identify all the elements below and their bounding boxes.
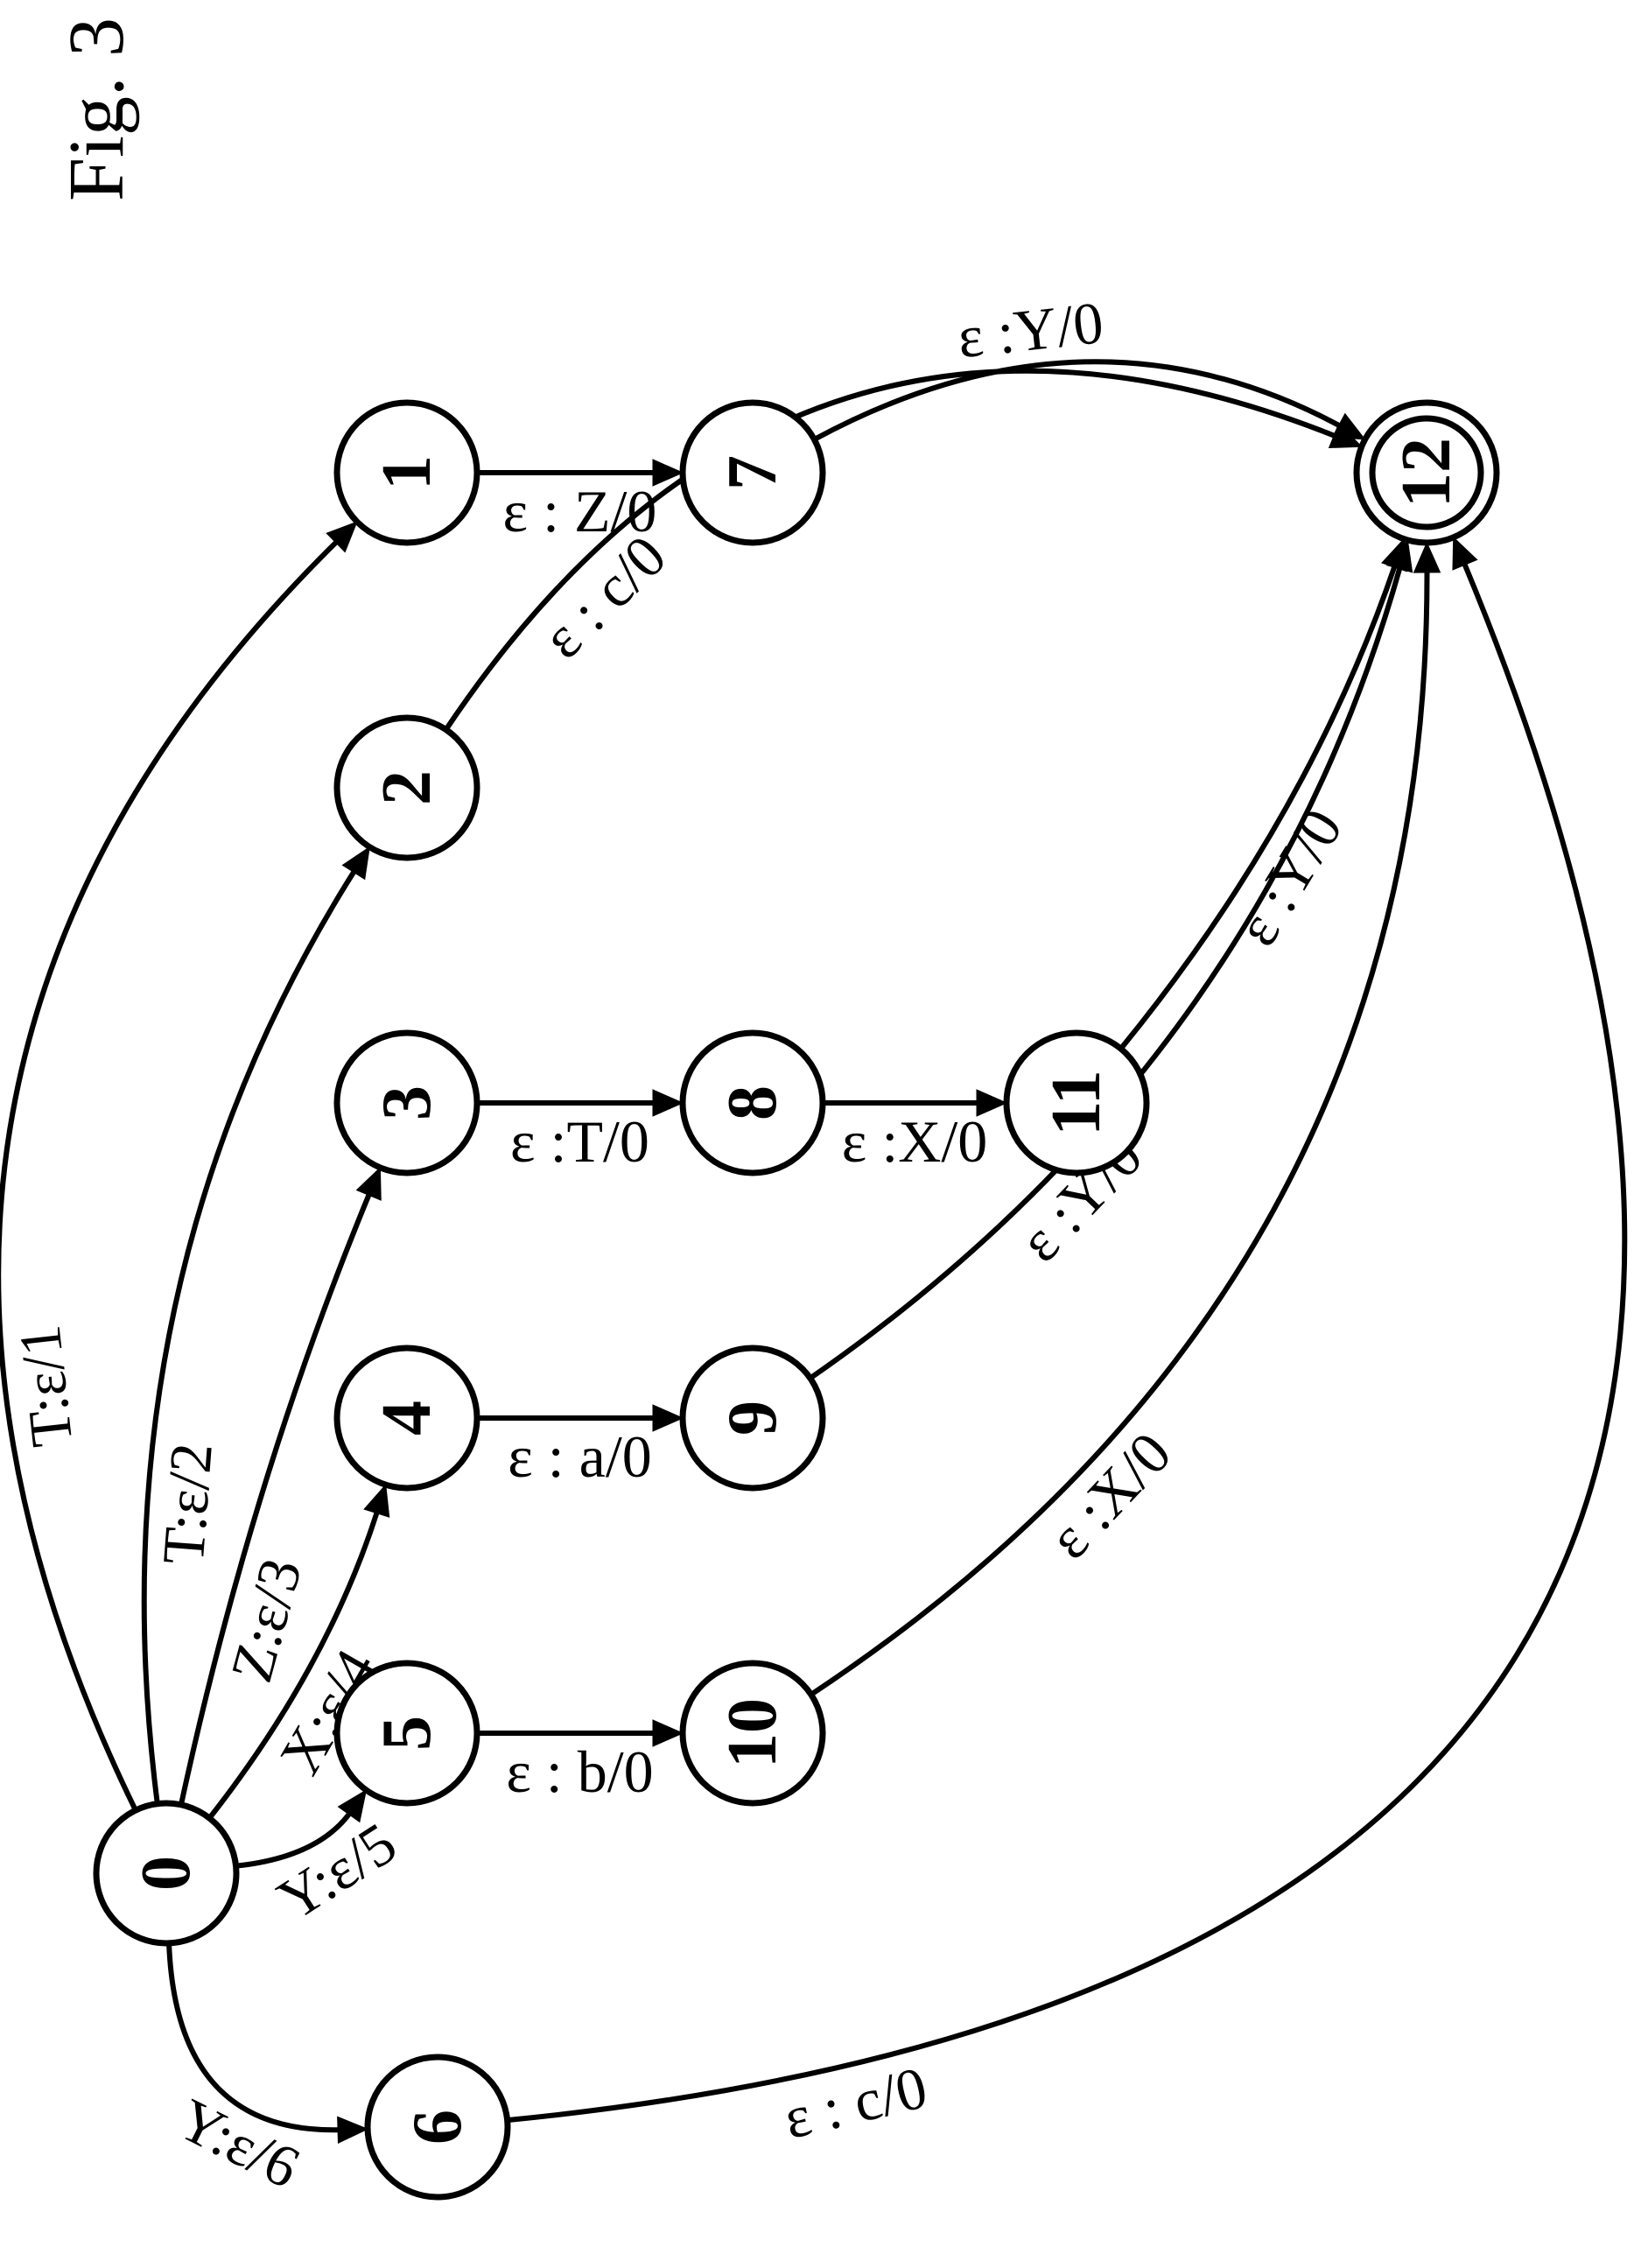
- edge-0-3-label: Z:ε/3: [217, 1551, 314, 1689]
- edge-4-9-arrow: [653, 1405, 683, 1431]
- edge-2-12: [446, 371, 1337, 730]
- node-4: 4: [337, 1348, 477, 1488]
- edge-0-6-arrow: [338, 2117, 368, 2143]
- edge-6-12-label: ε : c/0: [777, 2054, 933, 2152]
- node-2: 2: [337, 718, 477, 858]
- edge-6-12-arrow: [1453, 537, 1477, 570]
- node-5: 5: [337, 1663, 477, 1803]
- edge-0-4-arrow: [364, 1485, 389, 1517]
- edge-3-8-arrow: [653, 1090, 683, 1116]
- node-2-label: 2: [368, 770, 445, 805]
- node-8-label: 8: [714, 1085, 791, 1120]
- node-9-label: 9: [714, 1401, 791, 1436]
- edge-11-12: [1121, 565, 1396, 1049]
- figure-label: Fig. 3: [53, 18, 140, 201]
- edge-0-2-arrow: [342, 847, 369, 880]
- edge-5-10-arrow: [653, 1720, 683, 1746]
- node-11: 11: [1006, 1033, 1147, 1173]
- edge-11-12-arrow: [1382, 539, 1406, 572]
- node-8: 8: [683, 1033, 823, 1173]
- edge-7-12-label: ε :Y/0: [955, 289, 1107, 370]
- node-1-label: 1: [368, 455, 445, 490]
- node-7-label: 7: [714, 455, 791, 490]
- edge-0-3-arrow: [357, 1168, 382, 1200]
- node-5-label: 5: [368, 1716, 445, 1751]
- node-9: 9: [683, 1348, 823, 1488]
- node-3: 3: [337, 1033, 477, 1173]
- node-10: 10: [683, 1663, 823, 1803]
- edge-3-8-label: ε :T/0: [510, 1108, 649, 1175]
- edge-6-12: [508, 562, 1625, 2120]
- edge-0-1-label: T:ε/1: [6, 1322, 86, 1450]
- node-3-label: 3: [368, 1085, 445, 1120]
- node-0: 0: [96, 1803, 236, 1943]
- node-11-label: 11: [1038, 1070, 1115, 1136]
- edge-10-12-arrow: [1413, 543, 1440, 572]
- edge-0-2-label: T:ε/2: [150, 1441, 225, 1567]
- node-6: 6: [368, 2057, 508, 2197]
- node-10-label: 10: [714, 1698, 791, 1768]
- edge-8-11-label: ε :X/0: [842, 1108, 987, 1175]
- node-0-label: 0: [128, 1856, 205, 1891]
- edge-4-9-label: ε : a/0: [508, 1423, 652, 1490]
- node-12: 12: [1357, 403, 1497, 543]
- edge-9-12: [810, 565, 1400, 1378]
- node-4-label: 4: [368, 1401, 445, 1436]
- node-7: 7: [683, 403, 823, 543]
- node-6-label: 6: [399, 2110, 476, 2145]
- node-12-label: 12: [1388, 438, 1465, 508]
- edge-5-10-label: ε : b/0: [506, 1738, 653, 1805]
- node-1: 1: [337, 403, 477, 543]
